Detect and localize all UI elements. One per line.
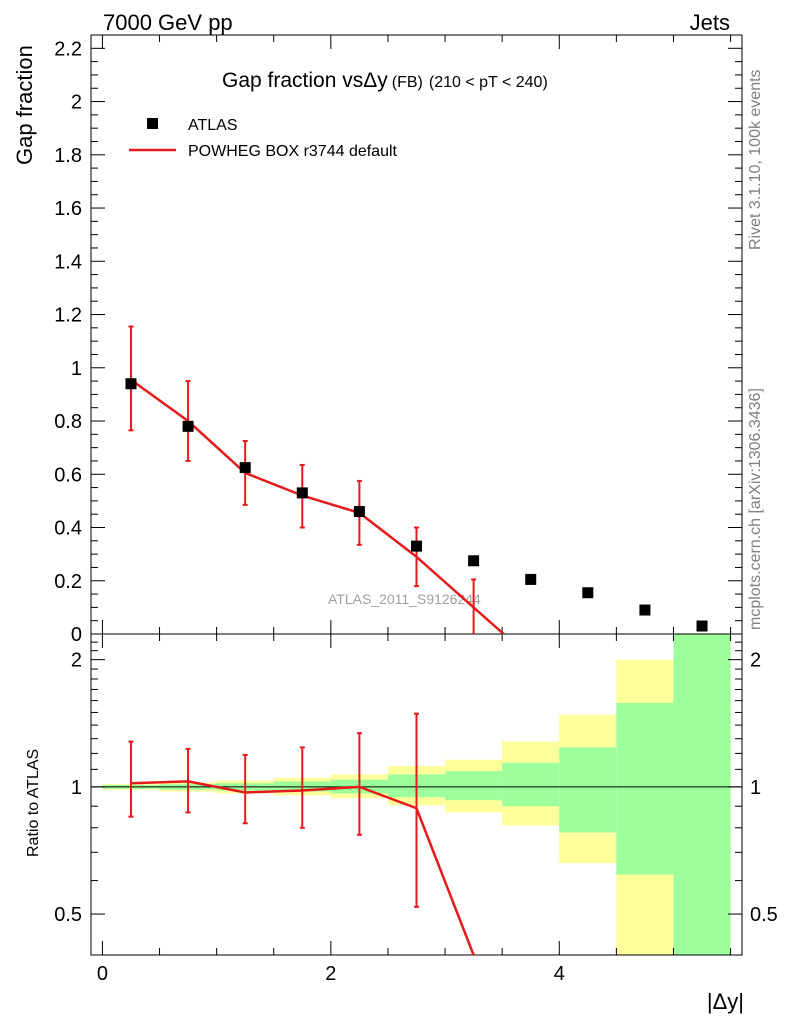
y-tick-label: 0 [71,624,82,646]
x-tick-label: 0 [97,963,108,985]
y-tick-label: 1 [71,358,82,380]
ratio-band-inner [559,747,617,833]
y-axis-label: Gap fraction [12,45,37,165]
chart-title-cut: (210 < pT < 240) [429,74,548,91]
data-point [296,487,308,499]
ratio-plot-frame [90,633,743,956]
mc-line [130,378,505,635]
y-tick-label: 1.6 [54,198,82,220]
y-tick-label: 1.4 [54,251,82,273]
chart-title-suffix: (FB) [392,74,423,91]
header-right: Jets [690,10,730,35]
chart-title-main: Gap fraction vs [222,69,363,92]
ratio-tick-label-right: 2 [750,650,761,672]
data-point [696,620,708,632]
y-tick-label: 1.8 [54,145,82,167]
ratio-mc-line [130,780,475,956]
rivet-version-text: Rivet 3.1.10, 100k events [747,69,764,250]
y-tick-label: 2.2 [54,38,82,60]
ratio-band-inner [502,762,560,807]
data-point [525,573,537,585]
y-tick-label: 2 [71,92,82,114]
header-left: 7000 GeV pp [103,10,233,35]
data-point [639,604,651,616]
legend-mc-label: POWHEG BOX r3744 default [188,143,398,160]
data-point [353,506,365,518]
y-tick-label: 0.4 [54,518,82,540]
legend-atlas-label: ATLAS [188,117,238,134]
y-tick-label: 1.2 [54,305,82,327]
ratio-tick-label-right: 1 [750,777,761,799]
ratio-tick-label-right: 0.5 [750,904,778,926]
y-tick-label: 0.8 [54,411,82,433]
legend-atlas-marker [147,118,158,129]
y-tick-label: 0.6 [54,464,82,486]
x-tick-label: 2 [325,963,336,985]
data-point [182,420,194,432]
data-point [239,462,251,474]
data-point [125,378,137,390]
data-point [411,540,422,552]
x-tick-label: 4 [554,963,565,985]
data-point [582,587,594,599]
ratio-band-inner [445,771,503,801]
ratio-tick-label: 2 [71,650,82,672]
chart-title: Gap fraction vsΔy (FB) (210 < pT < 240) [222,69,548,92]
mcplots-source-text: mcplots.cern.ch [arXiv:1306.3436] [747,388,764,630]
y-tick-label: 0.2 [54,571,82,593]
ratio-band-inner [673,634,731,955]
ratio-tick-label: 0.5 [54,904,82,926]
analysis-label: ATLAS_2011_S9126244 [328,591,481,607]
data-point [468,555,480,567]
ratio-axis-label: Ratio to ATLAS [25,749,42,857]
ratio-band-inner [616,702,674,875]
x-axis-label: |Δy| [707,989,744,1014]
chart-title-symbol: Δy [363,69,388,92]
ratio-tick-label: 1 [71,777,82,799]
